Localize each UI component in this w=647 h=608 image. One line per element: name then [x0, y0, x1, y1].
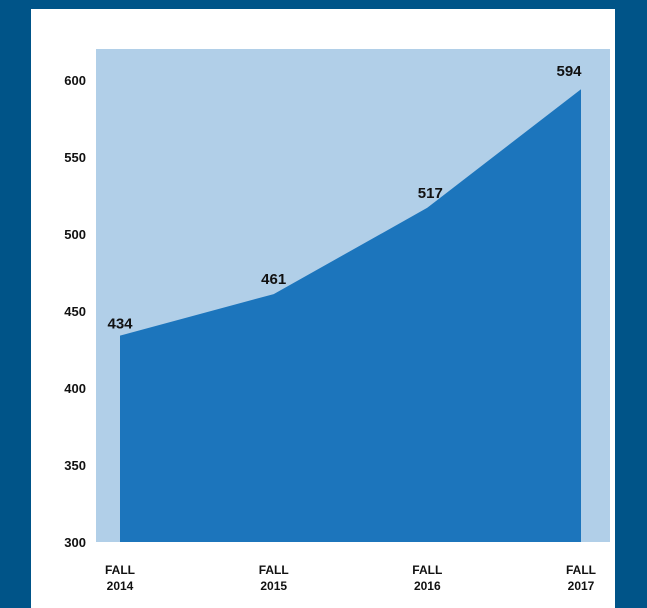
data-label: 594: [556, 63, 582, 80]
data-label: 434: [107, 316, 133, 333]
y-tick-label: 350: [64, 458, 86, 473]
area-series: [120, 89, 581, 542]
y-tick-label: 450: [64, 304, 86, 319]
x-tick-label: FALL 2017: [566, 563, 596, 593]
x-tick-label: FALL 2014: [105, 563, 135, 593]
y-tick-label: 400: [64, 381, 86, 396]
x-tick-label: FALL 2015: [259, 563, 289, 593]
y-axis-ticks: 300 350 400 450 500 550 600: [64, 73, 86, 550]
data-label: 461: [261, 271, 286, 288]
y-tick-label: 300: [64, 535, 86, 550]
y-tick-label: 500: [64, 227, 86, 242]
data-labels: 434 461 517 594: [107, 63, 582, 332]
x-tick-label: FALL 2016: [412, 563, 442, 593]
x-axis-ticks: FALL 2014 FALL 2015 FALL 2016 FALL 2017: [105, 563, 596, 593]
data-label: 517: [418, 185, 443, 202]
y-tick-label: 600: [64, 73, 86, 88]
y-tick-label: 550: [64, 150, 86, 165]
